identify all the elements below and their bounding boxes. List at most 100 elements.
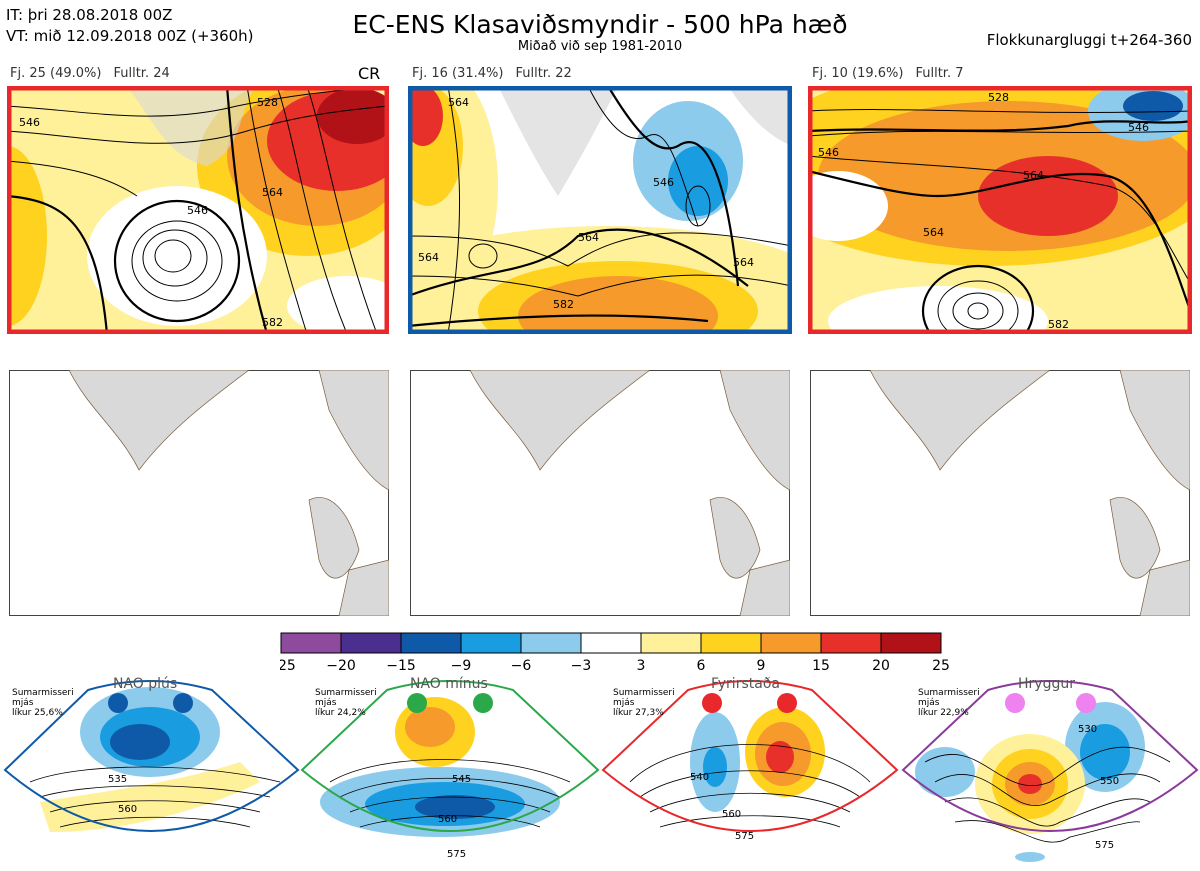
anomaly-colorbar: −25 −20 −15 −9 −6 −3 3 6 9 15 20 25 <box>280 632 950 674</box>
europe-landmass <box>338 559 389 616</box>
clustering-window: Flokkunargluggi t+264-360 <box>986 31 1192 49</box>
contour-label: 564 <box>733 256 754 269</box>
contour-label: 564 <box>262 186 283 199</box>
contour-label: 564 <box>418 251 439 264</box>
regime-dot <box>1076 693 1096 713</box>
regime-nao-minus: 545 560 575 <box>300 680 600 860</box>
greenland-landmass <box>127 86 257 166</box>
anomaly-positive <box>7 146 47 326</box>
contour-label: 564 <box>1023 169 1044 182</box>
regime-4-basis: mjás <box>918 698 940 708</box>
regime-4-title: Hryggur <box>1018 676 1075 692</box>
regime-1-probability: líkur 25,6% <box>12 708 63 718</box>
colorbar-cell <box>700 632 762 654</box>
regime-3-probability: líkur 27,3% <box>613 708 664 718</box>
greenland-landmass <box>469 370 651 471</box>
colorbar-tick-label: 3 <box>637 658 646 674</box>
regime-2-season: Sumarmisseri <box>315 688 377 698</box>
colorbar-cell <box>520 632 582 654</box>
regime-3-basis: mjás <box>613 698 635 708</box>
cluster-1-count: Fj. 25 (49.0%) <box>10 66 102 81</box>
header-times: IT: þri 28.08.2018 00Z VT: mið 12.09.201… <box>6 5 254 47</box>
anomaly-negative <box>1123 91 1183 121</box>
colorbar-tick-label: −15 <box>386 658 416 674</box>
colorbar-tick-label: −6 <box>511 658 532 674</box>
empty-map-2 <box>410 370 790 616</box>
colorbar-cell <box>340 632 402 654</box>
regime-dot <box>777 693 797 713</box>
contour-label: 560 <box>438 814 457 825</box>
colorbar-tick-label: −25 <box>280 658 296 674</box>
contour-label: 564 <box>923 226 944 239</box>
scandinavia-landmass <box>728 86 792 146</box>
british-isles-landmass <box>1109 497 1161 579</box>
contour-label: 540 <box>690 772 709 783</box>
europe-landmass <box>1139 559 1190 616</box>
regime-2-info: Sumarmisseri mjás líkur 24,2% <box>315 688 377 718</box>
greenland-landmass <box>869 370 1051 471</box>
contour-label: 546 <box>1128 121 1149 134</box>
regime-dot <box>407 693 427 713</box>
contour-label: 546 <box>818 146 839 159</box>
contour-label: 582 <box>1048 318 1069 331</box>
cluster-2-count: Fj. 16 (31.4%) <box>412 66 504 81</box>
regime-3-title: Fyrirstaða <box>711 676 780 692</box>
contour-label: 530 <box>1078 724 1097 735</box>
greenland-landmass <box>498 86 618 196</box>
contour-label: 528 <box>988 91 1009 104</box>
colorbar-tick-label: −9 <box>451 658 472 674</box>
colorbar-tick-label: 15 <box>812 658 830 674</box>
scandinavia-landmass <box>1119 370 1190 491</box>
colorbar-cell <box>880 632 942 654</box>
regime-4-info: Sumarmisseri mjás líkur 22,9% <box>918 688 980 718</box>
contour-label: 564 <box>448 96 469 109</box>
colorbar-tick-label: −3 <box>571 658 592 674</box>
cluster-3-rep: Fulltr. 7 <box>915 66 964 81</box>
anomaly-positive <box>408 86 443 146</box>
regime-nao-plus: 535 560 <box>3 680 300 832</box>
cluster-1-map: 546 528 546 564 582 <box>7 86 389 334</box>
colorbar-cell <box>460 632 522 654</box>
colorbar-cell <box>820 632 882 654</box>
cluster-2-rep: Fulltr. 22 <box>515 66 572 81</box>
contour-label: 560 <box>722 809 741 820</box>
cluster-3-label: Fj. 10 (19.6%) Fulltr. 7 <box>812 66 976 81</box>
contour-label: 575 <box>447 849 466 860</box>
valid-time: VT: mið 12.09.2018 00Z (+360h) <box>6 27 254 45</box>
europe-landmass <box>739 559 790 616</box>
cluster-1-regime-frame <box>7 86 389 334</box>
regime-ridge: 530 550 575 <box>901 680 1199 862</box>
regime-1-season: Sumarmisseri <box>12 688 74 698</box>
empty-map-3 <box>810 370 1190 616</box>
cluster-3-regime-frame <box>808 86 1192 334</box>
british-isles-landmass <box>308 497 360 579</box>
cluster-1-label: Fj. 25 (49.0%) Fulltr. 24 <box>10 66 182 81</box>
colorbar-cell <box>640 632 702 654</box>
contour-label: 575 <box>735 831 754 842</box>
cluster-2-regime-frame <box>408 86 792 334</box>
colorbar-tick-label: 20 <box>872 658 890 674</box>
cluster-2-map: 564 546 564 582 564 564 <box>408 86 792 334</box>
regime-4-probability: líkur 22,9% <box>918 708 969 718</box>
contour-label: 582 <box>553 298 574 311</box>
regime-3-info: Sumarmisseri mjás líkur 27,3% <box>613 688 675 718</box>
regime-dot <box>1005 693 1025 713</box>
cluster-2-label: Fj. 16 (31.4%) Fulltr. 22 <box>412 66 584 81</box>
contour-label: 564 <box>578 231 599 244</box>
regime-dot <box>473 693 493 713</box>
regime-2-probability: líkur 24,2% <box>315 708 366 718</box>
colorbar-tick-label: −20 <box>326 658 356 674</box>
cr-label: CR <box>358 64 381 83</box>
colorbar-cell <box>280 632 342 654</box>
contour-label: 582 <box>262 316 283 329</box>
empty-map-1 <box>9 370 389 616</box>
contour-label: 575 <box>1095 840 1114 851</box>
scandinavia-landmass <box>719 370 790 491</box>
greenland-landmass <box>68 370 250 471</box>
colorbar-tick-label: 25 <box>932 658 950 674</box>
regime-1-info: Sumarmisseri mjás líkur 25,6% <box>12 688 74 718</box>
regime-1-basis: mjás <box>12 698 34 708</box>
regime-3-season: Sumarmisseri <box>613 688 675 698</box>
colorbar-cell <box>760 632 822 654</box>
regime-4-season: Sumarmisseri <box>918 688 980 698</box>
